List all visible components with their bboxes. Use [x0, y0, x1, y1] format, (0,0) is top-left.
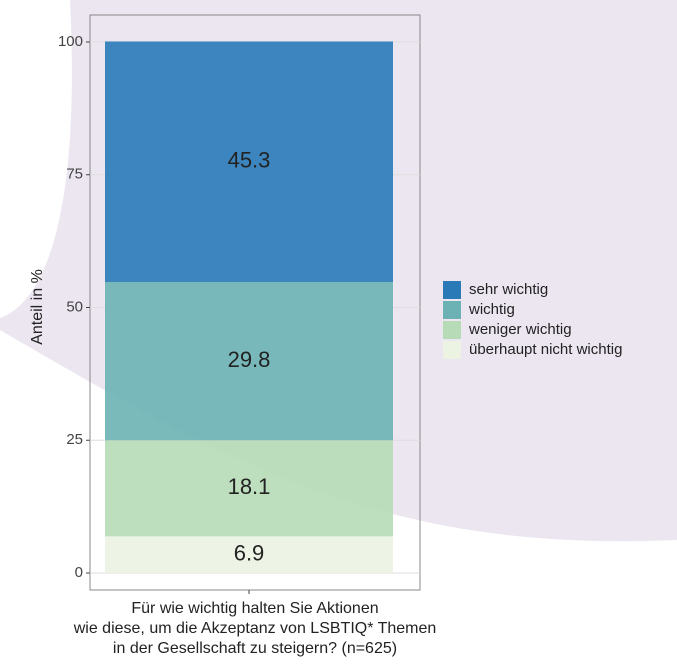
y-tick-label: 50 [66, 298, 83, 315]
y-tick-label: 100 [58, 33, 83, 50]
y-tick-label: 75 [66, 166, 83, 183]
legend-key [443, 301, 461, 319]
x-axis-label: in der Gesellschaft zu steigern? (n=625) [113, 640, 397, 657]
legend-key [443, 321, 461, 339]
value-label: 6.9 [234, 540, 265, 565]
legend-label: sehr wichtig [469, 281, 548, 298]
bar-segment [105, 41, 393, 283]
legend-label: weniger wichtig [468, 321, 572, 338]
legend-key [443, 281, 461, 299]
value-label: 29.8 [228, 347, 271, 372]
y-axis-label: Anteil in % [29, 269, 46, 345]
x-axis-label: wie diese, um die Akzeptanz von LSBTIQ* … [73, 620, 437, 637]
legend-label: wichtig [468, 301, 515, 318]
bar-segment [105, 536, 393, 573]
y-tick-label: 25 [66, 431, 83, 448]
legend-key [443, 341, 461, 359]
y-tick-label: 0 [75, 564, 83, 581]
value-label: 18.1 [228, 474, 271, 499]
x-axis-label: Für wie wichtig halten Sie Aktionen [131, 600, 378, 617]
plot-panel [89, 14, 421, 591]
bar-segment [105, 440, 393, 537]
value-label: 45.3 [228, 148, 271, 173]
legend-label: überhaupt nicht wichtig [469, 341, 622, 358]
bar-segment [105, 282, 393, 441]
